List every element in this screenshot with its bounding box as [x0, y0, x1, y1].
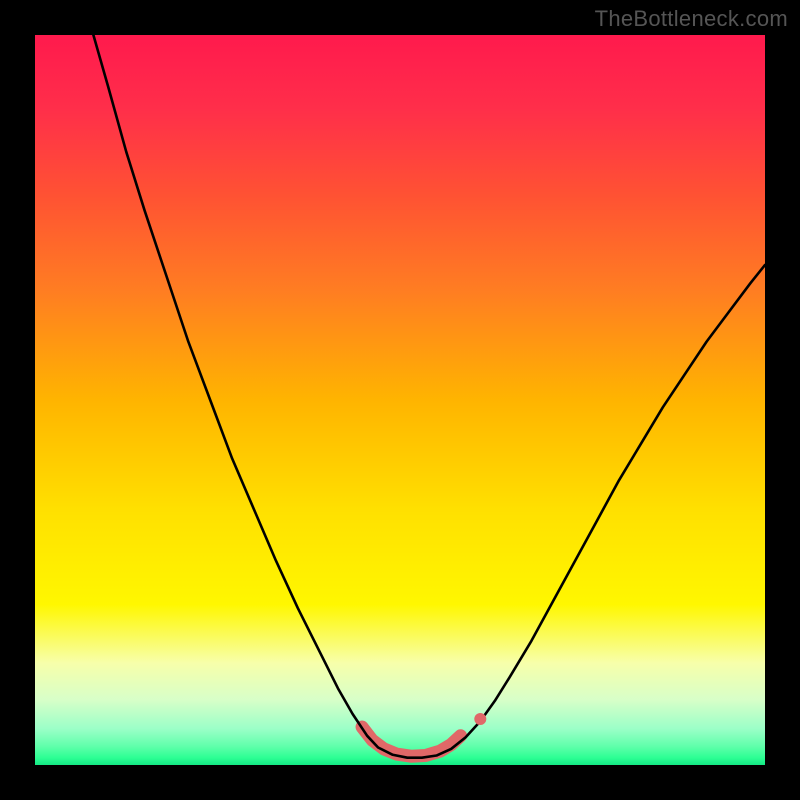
- marker-dot: [474, 713, 486, 725]
- canvas-root: TheBottleneck.com: [0, 0, 800, 800]
- bottleneck-chart: [0, 0, 800, 800]
